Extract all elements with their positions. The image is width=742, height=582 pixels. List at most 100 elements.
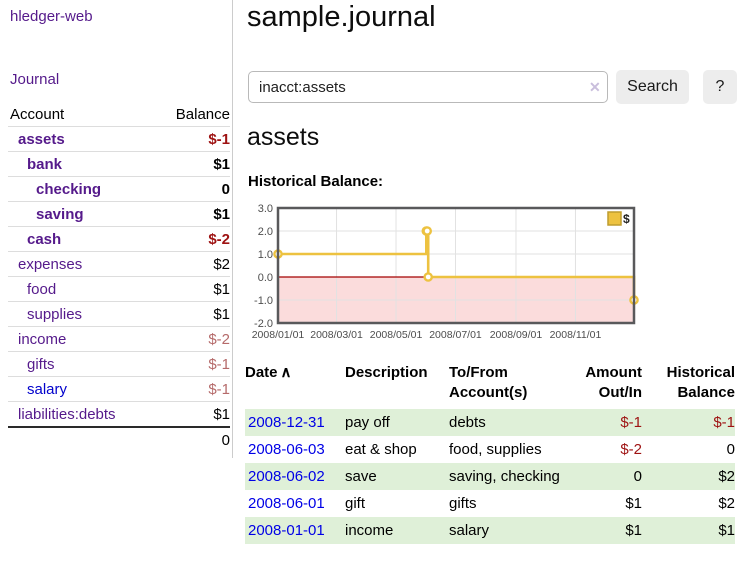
transaction-description: pay off <box>345 414 390 431</box>
legend-swatch <box>607 211 622 226</box>
clear-search-icon[interactable]: ✕ <box>589 79 601 95</box>
transaction-date-link[interactable]: 2008-01-01 <box>248 522 325 539</box>
sidebar-account-row: cash $-2 <box>8 227 230 252</box>
register-row: 2008-06-02 save saving, checking 0 $2 <box>245 463 735 490</box>
sidebar-account-link[interactable]: income <box>18 330 67 348</box>
sidebar: hledger-web Journal Account Balance asse… <box>0 0 233 458</box>
column-header-accounts: To/From Account(s) <box>449 364 528 401</box>
column-header-date[interactable]: Date ∧ <box>245 364 292 381</box>
transaction-amount: $1 <box>625 495 642 512</box>
sidebar-account-link[interactable]: salary <box>27 380 68 398</box>
historical-balance-chart: 2008/01/01 2008/03/01 2008/05/01 2008/07/01… <box>252 203 639 341</box>
transaction-date-link[interactable]: 2008-06-01 <box>248 495 325 512</box>
x-tick-label: 2008/01/01 <box>252 329 305 341</box>
balance-column-header: Balance <box>175 105 230 123</box>
plot-border <box>276 206 636 325</box>
transaction-accounts: saving, checking <box>449 468 560 485</box>
sidebar-account-link[interactable]: gifts <box>27 355 55 373</box>
sidebar-account-row: gifts $-1 <box>8 352 230 377</box>
register-header: Date ∧ Description To/From Account(s) Amo… <box>245 360 735 409</box>
data-point-marker <box>422 226 432 236</box>
account-balance: $1 <box>213 155 230 173</box>
y-tick-label: 0.0 <box>258 272 273 284</box>
transaction-accounts: debts <box>449 414 486 431</box>
sidebar-account-link[interactable]: food <box>27 280 57 298</box>
sidebar-account-link[interactable]: expenses <box>18 255 83 273</box>
x-tick-label: 2008/03/01 <box>310 329 363 341</box>
transaction-amount: $1 <box>625 522 642 539</box>
transaction-balance: $1 <box>718 522 735 539</box>
sidebar-item-journal[interactable]: Journal <box>10 71 60 88</box>
total-balance: 0 <box>221 431 230 449</box>
sidebar-account-link[interactable]: assets <box>18 130 65 148</box>
legend-label: $ <box>623 212 630 226</box>
transaction-balance: $2 <box>718 495 735 512</box>
transaction-balance: $-1 <box>713 414 735 431</box>
account-balance: $2 <box>213 255 230 273</box>
account-balance: $-1 <box>208 130 230 148</box>
sidebar-account-row: supplies $1 <box>8 302 230 327</box>
register-tbody: 2008-12-31 pay off debts $-1 $-1 2008-06-03 ea… <box>245 409 735 544</box>
transaction-description: save <box>345 468 377 485</box>
transaction-balance: 0 <box>726 441 735 458</box>
transaction-accounts: salary <box>449 522 490 539</box>
column-header-description: Description <box>345 364 428 381</box>
sidebar-account-row: bank $1 <box>8 152 230 177</box>
account-page-title: assets <box>247 123 320 151</box>
register-row: 2008-12-31 pay off debts $-1 $-1 <box>245 409 735 436</box>
page-title: sample.journal <box>247 1 436 33</box>
transaction-description: income <box>345 522 394 539</box>
y-tick-label: -1.0 <box>254 295 273 307</box>
sidebar-account-row: saving $1 <box>8 202 230 227</box>
account-balance: $-1 <box>208 380 230 398</box>
x-tick-label: 2008/09/01 <box>490 329 543 341</box>
register-table: Date ∧ Description To/From Account(s) Amo… <box>245 360 735 544</box>
account-balance: 0 <box>221 180 230 198</box>
transaction-accounts: food, supplies <box>449 441 542 458</box>
sidebar-accounts-body: assets $-1 bank $1 checking 0 saving $1 cash $-2 e… <box>8 127 230 426</box>
transaction-amount: $-1 <box>620 414 642 431</box>
column-header-balance: Historical Balance <box>666 364 735 401</box>
search-button[interactable]: Search <box>616 70 689 104</box>
sidebar-account-link[interactable]: liabilities:debts <box>18 405 116 423</box>
sidebar-accounts-table: Account Balance assets $-1 bank $1 checking 0… <box>8 102 230 452</box>
sidebar-account-row: liabilities:debts $1 <box>8 402 230 426</box>
account-balance: $1 <box>213 305 230 323</box>
transaction-date-link[interactable]: 2008-06-03 <box>248 441 325 458</box>
transaction-date-link[interactable]: 2008-12-31 <box>248 414 325 431</box>
account-balance: $-1 <box>208 355 230 373</box>
sidebar-account-link[interactable]: bank <box>27 155 63 173</box>
search-input[interactable] <box>248 71 608 103</box>
sidebar-account-link[interactable]: cash <box>27 230 62 248</box>
sidebar-account-link[interactable]: checking <box>36 180 102 198</box>
sidebar-account-row: expenses $2 <box>8 252 230 277</box>
data-point-marker <box>423 272 433 282</box>
x-tick-label: 2008/05/01 <box>370 329 423 341</box>
sort-ascending-icon: ∧ <box>280 364 292 381</box>
register-row: 2008-06-03 eat & shop food, supplies $-2 0 <box>245 436 735 463</box>
sidebar-accounts-header: Account Balance <box>8 102 230 127</box>
brand-link[interactable]: hledger-web <box>10 8 93 25</box>
sidebar-account-row: checking 0 <box>8 177 230 202</box>
sidebar-account-row: assets $-1 <box>8 127 230 152</box>
x-tick-label: 2008/07/01 <box>429 329 482 341</box>
account-balance: $1 <box>213 205 230 223</box>
sidebar-account-row: salary $-1 <box>8 377 230 402</box>
sidebar-account-link[interactable]: saving <box>36 205 84 223</box>
y-tick-label: -2.0 <box>254 318 273 330</box>
sidebar-total-row: 0 <box>8 426 230 452</box>
transaction-description: eat & shop <box>345 441 417 458</box>
y-tick-label: 2.0 <box>258 226 273 238</box>
transaction-amount: $-2 <box>620 441 642 458</box>
x-tick-label: 2008/11/01 <box>550 329 602 341</box>
transaction-balance: $2 <box>718 468 735 485</box>
account-balance: $1 <box>213 280 230 298</box>
register-row: 2008-06-01 gift gifts $1 $2 <box>245 490 735 517</box>
sidebar-account-row: food $1 <box>8 277 230 302</box>
column-header-amount: Amount Out/In <box>585 364 642 401</box>
sidebar-account-link[interactable]: supplies <box>27 305 83 323</box>
help-button[interactable]: ? <box>703 70 737 104</box>
transaction-date-link[interactable]: 2008-06-02 <box>248 468 325 485</box>
y-tick-label: 3.0 <box>258 203 273 215</box>
